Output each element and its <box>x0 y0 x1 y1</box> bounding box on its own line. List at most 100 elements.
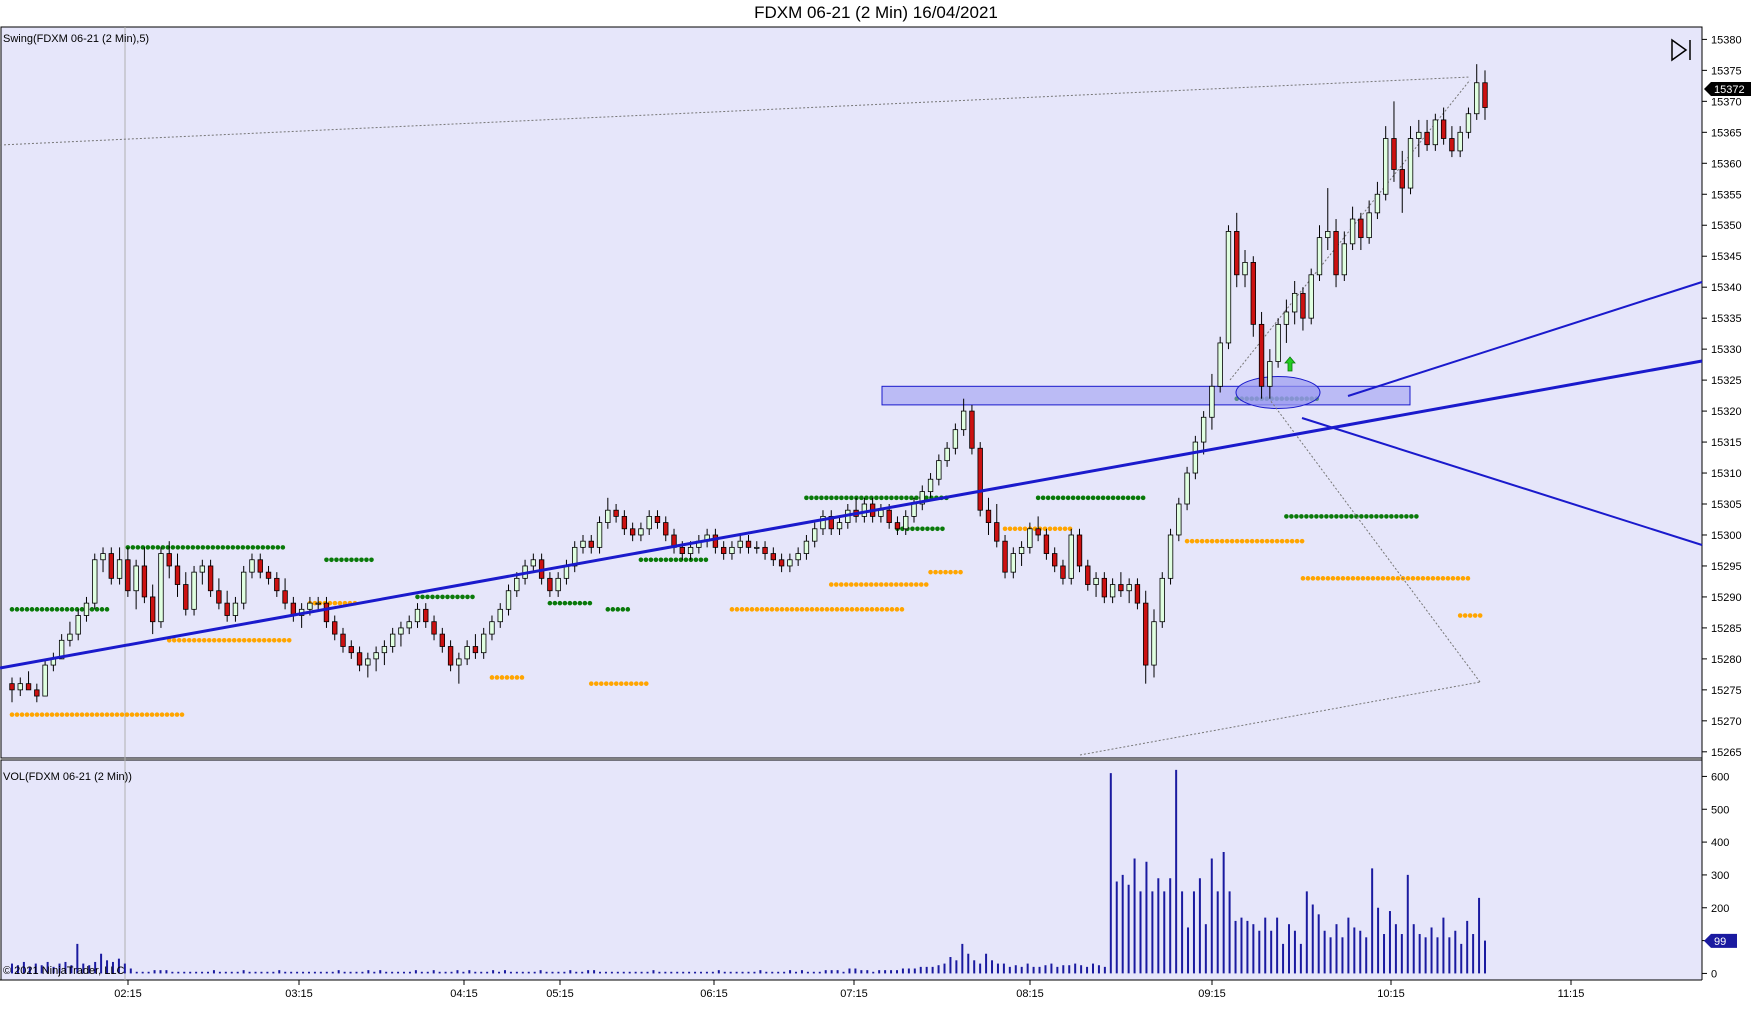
swing-low-dot <box>888 582 894 587</box>
swing-low-dot <box>332 600 338 606</box>
swing-low-dot <box>1002 526 1008 532</box>
candle-body <box>1457 131 1463 152</box>
swing-high-dot <box>829 495 834 501</box>
swing-low-dot <box>1395 576 1401 581</box>
candle-body <box>133 565 139 592</box>
candle-body <box>1159 577 1165 623</box>
swing-high-dot <box>1334 514 1339 519</box>
swing-low-dot <box>144 712 150 717</box>
candle-body <box>745 540 752 548</box>
swing-high-dot <box>693 557 699 563</box>
swing-high-dot <box>1359 514 1364 519</box>
candle-body <box>108 553 114 579</box>
swing-high-dot <box>1399 514 1404 519</box>
swing-high-dot <box>1314 514 1319 519</box>
swing-low-dot <box>843 582 849 587</box>
swing-low-dot <box>623 681 629 686</box>
candle-body <box>1432 119 1439 146</box>
swing-high-dot <box>703 557 709 563</box>
candle-body <box>274 577 280 592</box>
swing-low-dot <box>281 637 287 643</box>
swing-low-dot <box>1365 576 1371 581</box>
swing-high-dot <box>170 545 176 550</box>
swing-low-dot <box>824 607 830 612</box>
swing-low-dot <box>1440 576 1446 581</box>
swing-low-dot <box>1375 576 1381 581</box>
swing-low-dot <box>1420 576 1426 581</box>
swing-high-dot <box>1095 495 1101 501</box>
swing-low-dot <box>39 712 45 717</box>
swing-high-dot <box>1339 514 1344 519</box>
candle-body <box>654 515 661 523</box>
swing-high-dot <box>329 557 334 563</box>
swing-low-dot <box>1007 526 1013 532</box>
swing-high-dot <box>215 545 221 550</box>
candle-body <box>1118 584 1124 592</box>
swing-low-dot <box>74 712 80 717</box>
candle-body <box>1341 243 1347 276</box>
candle-body <box>125 559 131 592</box>
swing-low-dot <box>848 582 854 587</box>
swing-high-dot <box>1299 514 1304 519</box>
swing-low-dot <box>519 675 525 680</box>
swing-high-dot <box>54 607 60 612</box>
highlight-ellipse <box>1235 376 1321 409</box>
price-tick-label: 15300 <box>1711 530 1742 542</box>
candle-body <box>1474 82 1480 115</box>
swing-low-dot <box>1062 526 1068 532</box>
price-tick-label: 15285 <box>1711 623 1742 635</box>
price-tick-label: 15360 <box>1711 158 1742 170</box>
candle-body <box>563 565 570 579</box>
candle-body <box>1416 131 1422 139</box>
swing-high-dot <box>1344 514 1349 519</box>
swing-low-dot <box>754 607 760 612</box>
time-tick-label: 03:15 <box>285 988 313 1000</box>
swing-low-dot <box>853 582 859 587</box>
swing-low-dot <box>176 637 182 643</box>
swing-low-dot <box>1465 576 1471 581</box>
swing-high-dot <box>572 600 578 606</box>
candle-body <box>332 621 338 635</box>
candle-body <box>530 559 537 567</box>
candle-body <box>1002 540 1008 573</box>
swing-low-dot <box>893 582 899 587</box>
candle-body <box>381 646 388 654</box>
swing-high-dot <box>1284 514 1289 519</box>
candle-body <box>911 503 917 517</box>
swing-low-dot <box>1199 538 1205 544</box>
swing-low-dot <box>1462 613 1468 618</box>
swing-low-dot <box>139 712 145 717</box>
swing-high-dot <box>240 545 246 550</box>
candle-body <box>1126 584 1132 592</box>
candle-body <box>969 410 975 449</box>
candle-body <box>414 608 421 623</box>
swing-high-dot <box>270 545 276 550</box>
swing-high-dot <box>582 600 588 606</box>
swing-low-dot <box>889 607 895 612</box>
swing-low-dot <box>774 607 780 612</box>
swing-low-dot <box>814 607 820 612</box>
swing-high-dot <box>1324 514 1329 519</box>
price-panel-bg <box>0 26 1703 759</box>
support-zone <box>881 385 1411 406</box>
swing-high-dot <box>819 495 824 501</box>
candle-body <box>1225 231 1232 344</box>
swing-low-dot <box>598 681 604 686</box>
candle-body <box>952 429 959 449</box>
swing-high-dot <box>430 594 435 600</box>
candle-body <box>340 633 346 647</box>
candle-body <box>67 633 73 641</box>
swing-high-dot <box>64 607 70 612</box>
swing-high-dot <box>420 594 425 600</box>
swing-low-dot <box>64 712 70 717</box>
price-tick-label: 15275 <box>1711 685 1742 697</box>
price-tick-label: 15290 <box>1711 592 1742 604</box>
swing-high-dot <box>1374 514 1379 519</box>
candle-body <box>398 627 404 635</box>
swing-high-dot <box>567 600 573 606</box>
swing-low-dot <box>1335 576 1341 581</box>
swing-low-dot <box>1450 576 1456 581</box>
swing-low-dot <box>59 712 65 717</box>
swing-low-dot <box>1370 576 1376 581</box>
